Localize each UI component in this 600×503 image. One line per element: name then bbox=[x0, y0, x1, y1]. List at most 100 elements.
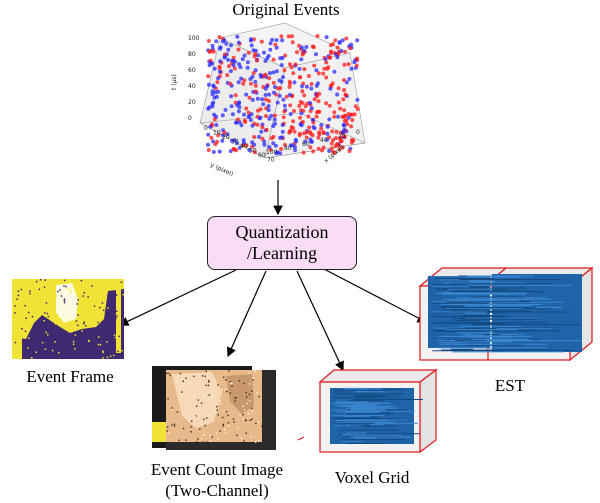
positive-event-point bbox=[293, 148, 297, 153]
negative-event-point bbox=[289, 65, 294, 70]
positive-event-point bbox=[347, 77, 352, 81]
negative-event-point bbox=[327, 135, 332, 140]
positive-event-point bbox=[258, 115, 263, 120]
negative-event-point bbox=[283, 142, 287, 147]
positive-event-point bbox=[210, 43, 215, 48]
negative-event-point bbox=[271, 80, 276, 85]
positive-event-point bbox=[309, 106, 314, 111]
negative-event-point bbox=[215, 139, 220, 144]
negative-event-point bbox=[291, 119, 296, 124]
positive-event-point bbox=[271, 141, 276, 146]
negative-event-point bbox=[333, 144, 338, 149]
est-label: EST bbox=[494, 376, 526, 395]
positive-event-point bbox=[266, 54, 271, 58]
x-tick-label: 20 bbox=[338, 133, 346, 140]
negative-event-point bbox=[344, 36, 349, 41]
negative-event-point bbox=[335, 45, 340, 50]
negative-event-point bbox=[260, 125, 265, 130]
negative-event-point bbox=[275, 86, 280, 91]
positive-event-point bbox=[281, 75, 285, 80]
positive-event-point bbox=[275, 150, 280, 155]
negative-event-point bbox=[333, 38, 338, 43]
negative-event-point bbox=[314, 114, 319, 119]
y-tick-label: 60 bbox=[258, 152, 266, 159]
positive-event-point bbox=[352, 60, 357, 65]
positive-event-point bbox=[229, 94, 234, 99]
arrow-to-event-frame bbox=[118, 269, 237, 326]
negative-event-point bbox=[246, 110, 251, 115]
positive-event-point bbox=[355, 97, 360, 102]
negative-event-point bbox=[249, 81, 254, 86]
quantization-label-line1: Quantization bbox=[235, 222, 329, 242]
positive-event-point bbox=[229, 104, 234, 109]
positive-event-point bbox=[280, 55, 285, 60]
negative-event-point bbox=[225, 73, 230, 78]
positive-event-point bbox=[279, 79, 284, 84]
event-count-image-label-line2: (Two-Channel) bbox=[165, 481, 269, 500]
positive-event-point bbox=[226, 47, 231, 52]
positive-event-point bbox=[236, 109, 241, 114]
negative-event-point bbox=[315, 92, 319, 97]
negative-event-point bbox=[339, 139, 344, 144]
negative-event-point bbox=[299, 108, 303, 113]
negative-event-point bbox=[352, 112, 357, 117]
negative-event-point bbox=[208, 58, 213, 63]
positive-event-point bbox=[282, 103, 287, 108]
positive-event-point bbox=[314, 68, 319, 73]
positive-event-point bbox=[212, 112, 217, 117]
negative-event-point bbox=[252, 135, 257, 139]
positive-event-point bbox=[259, 74, 264, 79]
negative-event-point bbox=[319, 126, 324, 131]
positive-event-point bbox=[231, 58, 236, 63]
negative-event-point bbox=[302, 67, 307, 72]
negative-event-point bbox=[233, 93, 238, 98]
positive-event-point bbox=[278, 135, 283, 140]
positive-event-point bbox=[266, 104, 271, 109]
positive-event-point bbox=[315, 81, 320, 86]
positive-event-point bbox=[212, 66, 217, 71]
positive-event-point bbox=[250, 97, 255, 102]
positive-event-point bbox=[302, 48, 306, 53]
negative-event-point bbox=[304, 135, 309, 140]
positive-event-point bbox=[253, 79, 258, 84]
negative-event-point bbox=[350, 118, 355, 122]
positive-event-point bbox=[355, 38, 360, 43]
negative-event-point bbox=[330, 149, 335, 154]
positive-event-point bbox=[237, 145, 242, 150]
positive-event-point bbox=[309, 86, 314, 91]
positive-event-point bbox=[210, 92, 215, 97]
negative-event-point bbox=[350, 137, 354, 142]
negative-event-point bbox=[329, 49, 333, 54]
negative-event-point bbox=[347, 149, 352, 154]
x-tick-label: 80 bbox=[284, 145, 292, 152]
positive-event-point bbox=[328, 86, 333, 91]
negative-event-point bbox=[292, 129, 297, 134]
positive-event-point bbox=[206, 142, 210, 147]
positive-event-point bbox=[222, 55, 227, 60]
positive-event-point bbox=[299, 45, 304, 50]
negative-event-point bbox=[309, 82, 314, 86]
positive-event-point bbox=[263, 59, 268, 63]
positive-event-point bbox=[236, 101, 241, 106]
negative-event-point bbox=[334, 136, 338, 141]
z-axis-label: t (µs) bbox=[171, 74, 178, 90]
positive-event-point bbox=[267, 92, 272, 97]
positive-event-point bbox=[225, 132, 230, 137]
negative-event-point bbox=[291, 126, 296, 131]
positive-event-point bbox=[250, 123, 255, 128]
y-tick-label: 20 bbox=[222, 134, 230, 141]
negative-event-point bbox=[348, 46, 353, 51]
negative-event-point bbox=[316, 71, 321, 76]
negative-event-point bbox=[246, 50, 251, 55]
event-count-image bbox=[152, 366, 276, 450]
positive-event-point bbox=[212, 95, 217, 100]
negative-event-point bbox=[256, 108, 260, 113]
negative-event-point bbox=[329, 141, 334, 146]
positive-event-point bbox=[344, 80, 349, 85]
positive-event-point bbox=[216, 76, 221, 81]
negative-event-point bbox=[334, 130, 339, 134]
x-tick-label: 40 bbox=[320, 137, 328, 144]
negative-event-point bbox=[353, 104, 358, 109]
positive-event-point bbox=[228, 69, 233, 74]
